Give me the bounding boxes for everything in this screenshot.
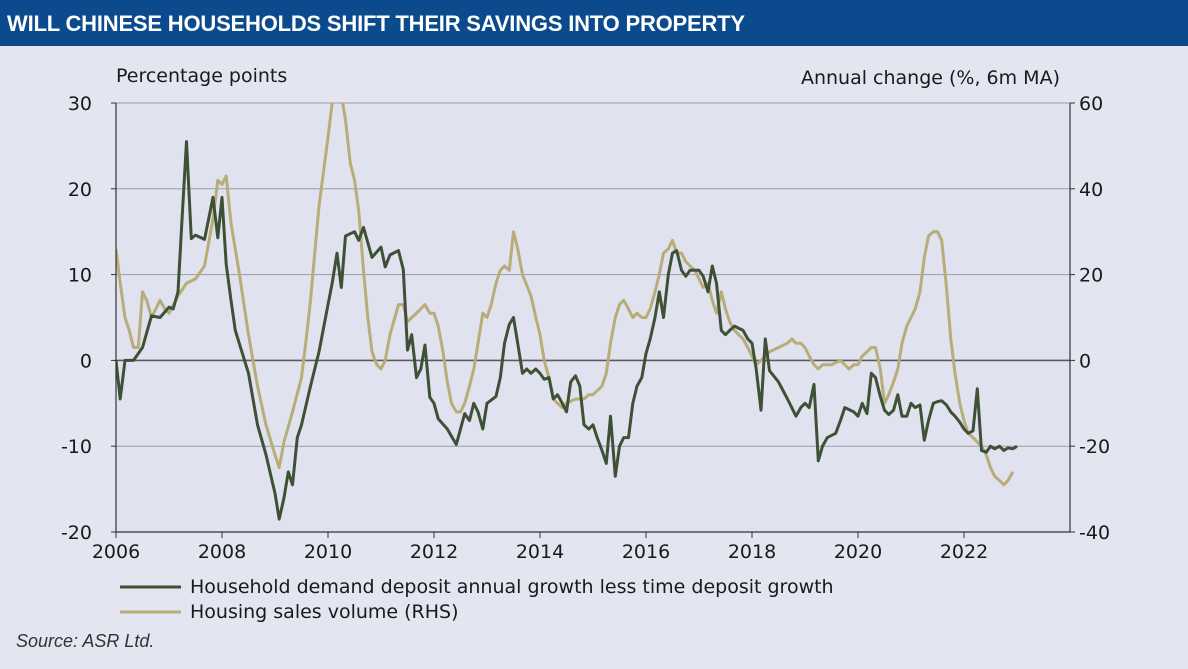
gridlines — [116, 102, 1070, 447]
x-tick-label: 2012 — [410, 541, 458, 563]
chart-title: WILL CHINESE HOUSEHOLDS SHIFT THEIR SAVI… — [7, 11, 745, 36]
x-tick-label: 2016 — [622, 541, 670, 563]
left-tick-label: 30 — [68, 93, 92, 115]
axes — [111, 102, 1075, 538]
legend: Household demand deposit annual growth l… — [120, 576, 834, 623]
left-tick-label: 0 — [80, 350, 92, 372]
x-tick-label: 2014 — [516, 541, 564, 563]
legend-label-deposit: Household demand deposit annual growth l… — [190, 576, 834, 598]
left-tick-label: 10 — [68, 265, 92, 287]
left-tick-label: 20 — [68, 179, 92, 201]
left-axis-label: Percentage points — [116, 65, 287, 87]
deposit-growth-line — [116, 140, 1018, 521]
x-tick-label: 2006 — [92, 541, 140, 563]
right-tick-label: -40 — [1079, 522, 1110, 544]
housing-sales-line — [116, 103, 1015, 487]
x-tick-label: 2020 — [834, 541, 882, 563]
right-tick-label: 0 — [1079, 350, 1091, 372]
series-lines — [116, 103, 1018, 521]
right-axis-label: Annual change (%, 6m MA) — [801, 67, 1060, 89]
x-tick-label: 2008 — [198, 541, 246, 563]
right-tick-label: 20 — [1079, 265, 1103, 287]
x-tick-label: 2022 — [940, 541, 988, 563]
plot-area — [116, 103, 1070, 532]
left-tick-label: -10 — [61, 436, 92, 458]
right-tick-label: 40 — [1079, 179, 1103, 201]
title-banner: WILL CHINESE HOUSEHOLDS SHIFT THEIR SAVI… — [0, 0, 1188, 46]
left-tick-label: -20 — [61, 522, 92, 544]
source-note: Source: ASR Ltd. — [16, 631, 155, 651]
x-tick-label: 2010 — [304, 541, 352, 563]
right-tick-label: 60 — [1079, 93, 1103, 115]
x-tick-label: 2018 — [728, 541, 776, 563]
legend-label-housing: Housing sales volume (RHS) — [190, 601, 459, 623]
right-tick-label: -20 — [1079, 436, 1110, 458]
